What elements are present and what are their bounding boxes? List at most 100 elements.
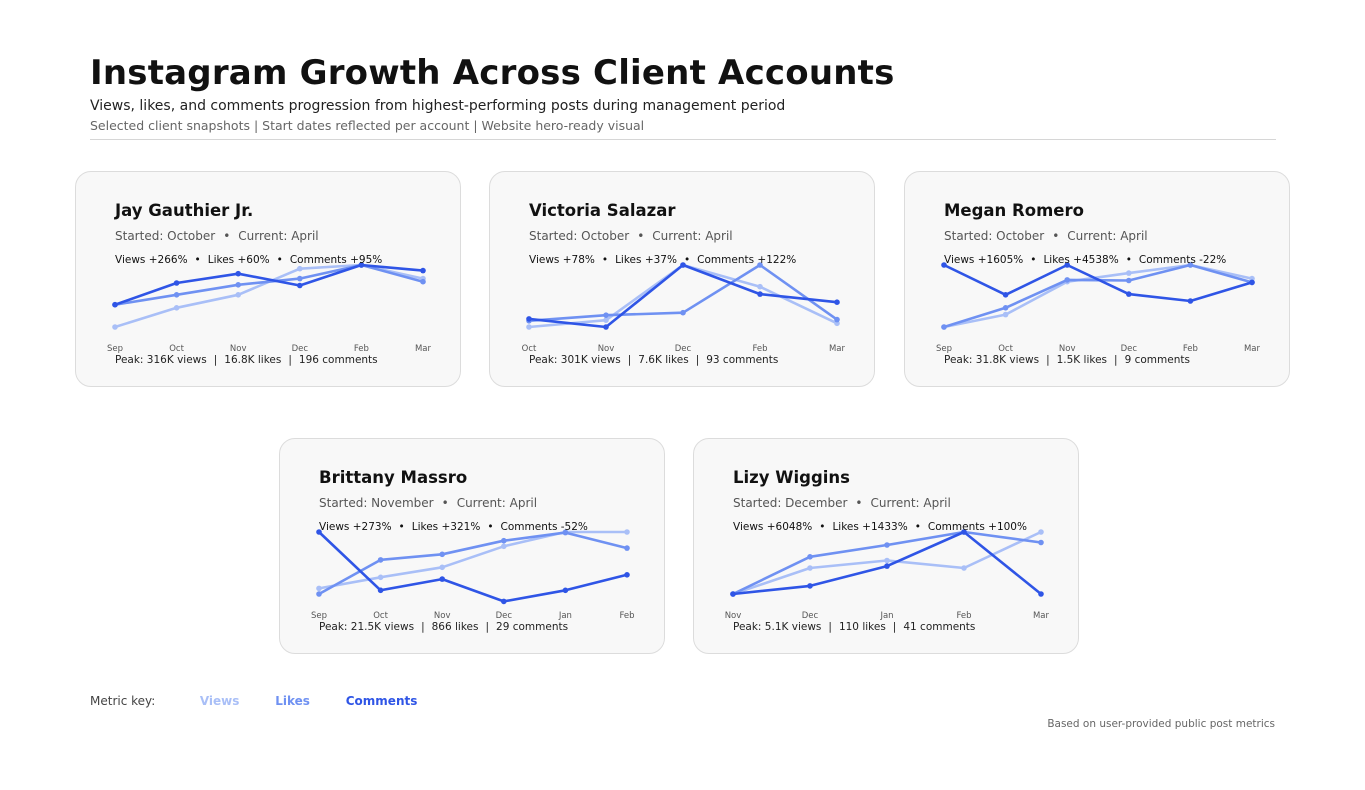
views-point — [757, 283, 763, 290]
comments-point — [377, 587, 384, 594]
growth-stats: Views +273% • Likes +321% • Comments -52% — [319, 521, 588, 533]
x-tick-label: Feb — [956, 611, 971, 621]
growth-chart: Sep Oct Nov Dec Feb Mar — [107, 262, 432, 354]
views-point — [884, 557, 890, 564]
start-date: Started: October — [944, 229, 1045, 243]
comments-point — [807, 583, 813, 589]
pipe-separator: | — [421, 621, 425, 633]
comments-point — [235, 270, 241, 277]
likes-point — [624, 545, 630, 551]
series-views — [316, 529, 630, 592]
likes-point — [420, 278, 426, 285]
likes-point — [501, 537, 507, 544]
likes-point — [941, 324, 947, 330]
comments-growth: Comments +122% — [697, 254, 797, 266]
bullet-separator: • — [276, 254, 283, 266]
likes-growth: Likes +1433% — [832, 521, 908, 533]
likes-point — [1187, 262, 1194, 268]
likes-growth: Likes +321% — [411, 521, 481, 533]
comments-point — [757, 291, 763, 297]
peak-comments: 196 comments — [298, 354, 378, 366]
pipe-separator: | — [892, 621, 897, 633]
comments-point — [1249, 279, 1255, 286]
x-tick-label: Nov — [1059, 344, 1076, 354]
comments-point — [1126, 291, 1132, 297]
views-growth: Views +78% — [529, 254, 595, 266]
views-point — [112, 324, 118, 330]
current-date: Current: April — [1067, 229, 1148, 243]
legend-comments: Comments — [345, 694, 418, 708]
x-tick-label: Oct — [169, 344, 184, 354]
comments-point — [439, 576, 445, 582]
likes-point — [316, 591, 322, 597]
comments-line — [114, 263, 424, 306]
bullet-separator: • — [601, 254, 609, 266]
peak-stats: Peak: 5.1K views | 110 likes | 41 comments — [733, 621, 975, 633]
comments-point — [112, 301, 118, 308]
series-comments — [112, 262, 426, 308]
peak-comments: 9 comments — [1124, 354, 1190, 366]
client-name: Lizy Wiggins — [733, 468, 850, 487]
x-tick-label: Oct — [373, 611, 388, 621]
current-date: Current: April — [456, 496, 538, 510]
growth-chart: Oct Nov Dec Feb Mar — [522, 262, 846, 354]
comments-point — [316, 529, 322, 535]
client-dates: Started: October • Current: April — [944, 229, 1148, 243]
growth-chart: Sep Oct Nov Dec Feb Mar — [936, 262, 1261, 354]
bullet-separator: • — [194, 254, 201, 266]
current-date: Current: April — [870, 496, 951, 510]
x-tick-label: Feb — [1183, 344, 1198, 354]
comments-growth: Comments -52% — [500, 521, 588, 533]
bullet-separator: • — [855, 496, 863, 510]
series-views — [112, 262, 426, 330]
page-title: Instagram Growth Across Client Accounts — [90, 53, 895, 93]
series-likes — [316, 529, 630, 597]
views-point — [173, 305, 180, 311]
client-name: Jay Gauthier Jr. — [115, 201, 254, 220]
page-caption: Selected client snapshots | Start dates … — [90, 118, 645, 133]
x-tick-label: Sep — [107, 344, 123, 354]
pipe-separator: | — [213, 354, 218, 366]
bullet-separator: • — [441, 496, 449, 510]
likes-point — [439, 551, 445, 558]
likes-growth: Likes +60% — [207, 254, 270, 266]
series-comments — [316, 529, 630, 605]
client-name: Brittany Massro — [319, 468, 468, 487]
comments-point — [680, 262, 686, 268]
comments-point — [730, 591, 736, 597]
metric-key: Metric key: Views Likes Comments — [90, 694, 449, 708]
peak-stats: Peak: 301K views | 7.6K likes | 93 comments — [529, 354, 778, 366]
comments-growth: Comments -22% — [1138, 254, 1227, 266]
series-comments — [941, 262, 1255, 304]
client-dates: Started: December • Current: April — [733, 496, 951, 510]
views-line — [318, 530, 627, 590]
views-point — [316, 585, 322, 592]
peak-views: Peak: 21.5K views — [319, 621, 415, 633]
comments-point — [501, 598, 507, 605]
comments-growth: Comments +100% — [927, 521, 1027, 533]
views-point — [377, 574, 384, 581]
peak-likes: 1.5K likes — [1056, 354, 1108, 366]
peak-likes: 866 likes — [431, 621, 479, 633]
peak-likes: 16.8K likes — [224, 354, 282, 366]
likes-point — [297, 275, 303, 282]
likes-line — [114, 263, 424, 306]
pipe-separator: | — [1046, 354, 1050, 366]
current-date: Current: April — [238, 229, 319, 243]
likes-point — [1038, 539, 1044, 546]
peak-views: Peak: 316K views — [115, 354, 207, 366]
series-likes — [526, 262, 840, 324]
likes-point — [1126, 277, 1132, 284]
pipe-separator: | — [627, 354, 632, 366]
bullet-separator: • — [398, 521, 405, 533]
views-point — [624, 529, 630, 535]
comments-point — [526, 316, 532, 322]
bullet-separator: • — [637, 229, 645, 243]
likes-point — [1064, 277, 1070, 283]
client-card-jay-gauthier: Jay Gauthier Jr. Started: October • Curren… — [75, 171, 461, 387]
likes-point — [757, 262, 763, 268]
comments-point — [603, 324, 609, 330]
x-tick-label: Oct — [998, 344, 1013, 354]
comments-point — [297, 282, 303, 289]
comments-point — [420, 267, 426, 274]
